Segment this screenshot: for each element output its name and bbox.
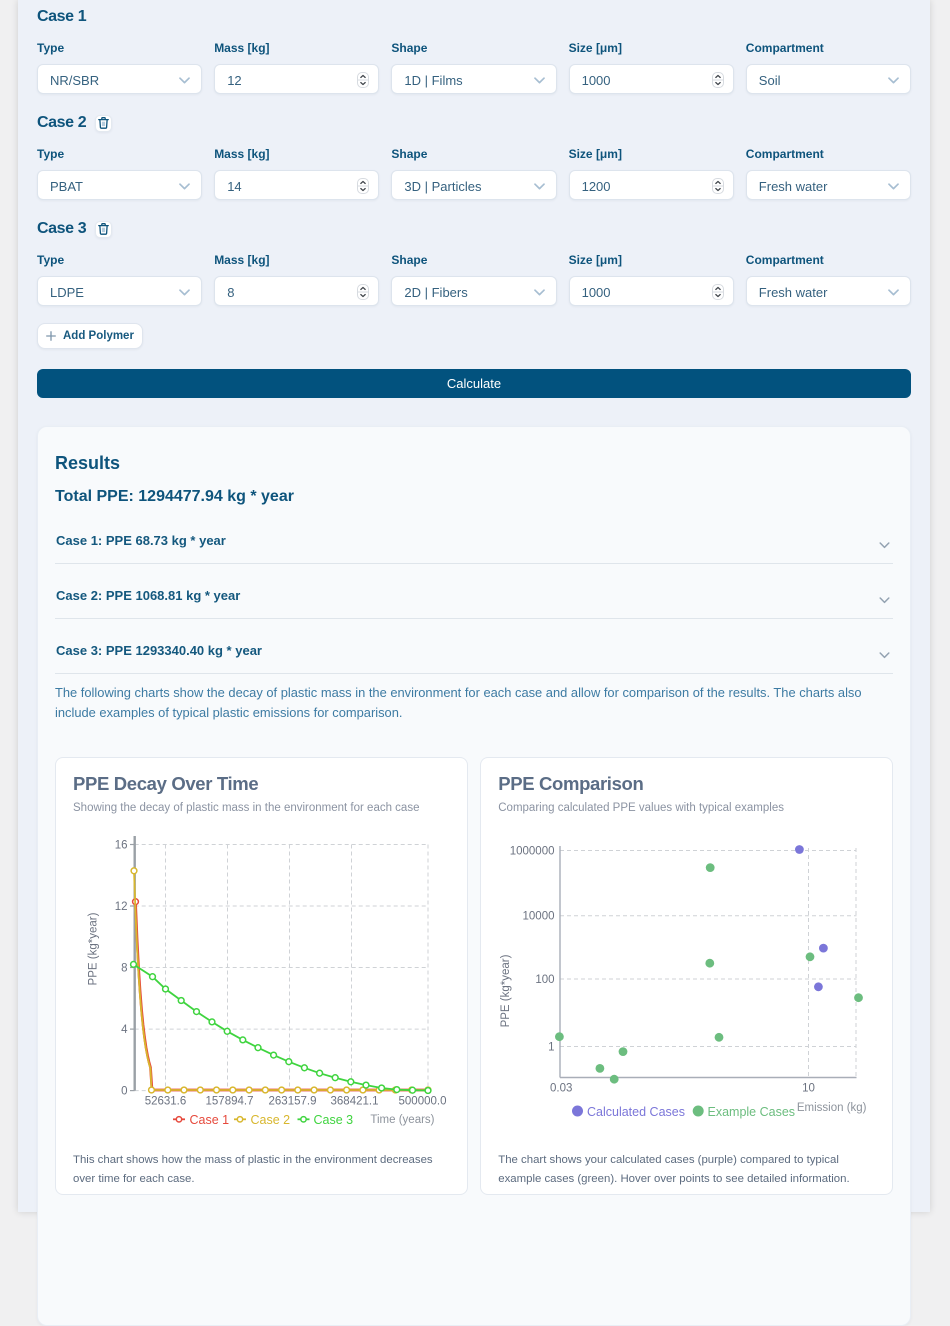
svg-text:10: 10 bbox=[802, 1083, 815, 1095]
svg-text:0.03: 0.03 bbox=[550, 1083, 572, 1095]
svg-text:Time (years): Time (years) bbox=[370, 1114, 434, 1126]
svg-text:0: 0 bbox=[121, 1085, 127, 1097]
svg-text:Case 1: Case 1 bbox=[190, 1113, 230, 1127]
svg-text:10000: 10000 bbox=[523, 911, 555, 923]
svg-text:1: 1 bbox=[548, 1041, 554, 1053]
svg-text:4: 4 bbox=[121, 1024, 128, 1036]
svg-text:PPE (kg*year): PPE (kg*year) bbox=[88, 912, 100, 985]
svg-text:PPE (kg*year): PPE (kg*year) bbox=[500, 954, 512, 1027]
svg-text:52631.6: 52631.6 bbox=[145, 1096, 187, 1108]
svg-text:Emission (kg): Emission (kg) bbox=[797, 1102, 867, 1114]
svg-text:500000.0: 500000.0 bbox=[399, 1096, 447, 1108]
svg-text:Case 2: Case 2 bbox=[251, 1113, 291, 1127]
svg-text:100: 100 bbox=[536, 974, 555, 986]
svg-text:16: 16 bbox=[115, 839, 128, 851]
svg-text:157894.7: 157894.7 bbox=[206, 1096, 254, 1108]
svg-text:12: 12 bbox=[115, 901, 128, 913]
svg-text:8: 8 bbox=[121, 962, 127, 974]
svg-text:368421.1: 368421.1 bbox=[331, 1096, 379, 1108]
svg-text:Example Cases: Example Cases bbox=[708, 1105, 796, 1119]
svg-text:Calculated Cases: Calculated Cases bbox=[587, 1105, 685, 1119]
svg-text:263157.9: 263157.9 bbox=[269, 1096, 317, 1108]
svg-text:Case 3: Case 3 bbox=[314, 1113, 354, 1127]
svg-text:1000000: 1000000 bbox=[510, 845, 555, 857]
